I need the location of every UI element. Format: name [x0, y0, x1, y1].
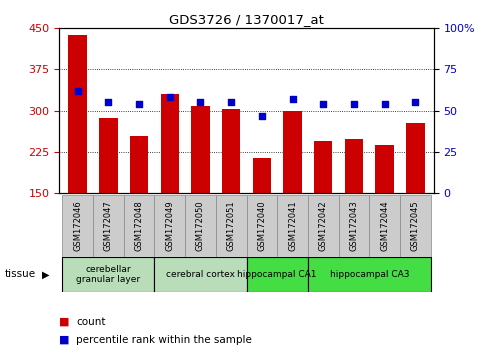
Text: cerebellar
granular layer: cerebellar granular layer	[76, 265, 141, 284]
Text: GSM172048: GSM172048	[135, 200, 143, 251]
Text: GSM172040: GSM172040	[257, 200, 266, 251]
Point	[166, 95, 174, 100]
Text: GSM172043: GSM172043	[350, 200, 358, 251]
Bar	[62, 257, 154, 292]
Bar	[161, 94, 179, 193]
Point	[105, 99, 112, 105]
Text: GSM172047: GSM172047	[104, 200, 113, 251]
Bar	[62, 195, 93, 257]
Point	[350, 101, 358, 107]
Bar	[252, 158, 271, 193]
Bar	[283, 111, 302, 193]
Text: percentile rank within the sample: percentile rank within the sample	[76, 335, 252, 345]
Bar	[246, 195, 277, 257]
Point	[258, 113, 266, 118]
Text: cerebral cortex: cerebral cortex	[166, 270, 235, 279]
Bar	[345, 139, 363, 193]
Point	[412, 99, 420, 105]
Text: GSM172041: GSM172041	[288, 200, 297, 251]
Text: GSM172045: GSM172045	[411, 200, 420, 251]
Bar	[130, 136, 148, 193]
Text: GSM172042: GSM172042	[319, 200, 328, 251]
Bar	[69, 35, 87, 193]
Text: GSM172049: GSM172049	[165, 200, 174, 251]
Bar	[222, 109, 241, 193]
Text: ■: ■	[59, 317, 70, 327]
Title: GDS3726 / 1370017_at: GDS3726 / 1370017_at	[169, 13, 324, 26]
Bar	[154, 195, 185, 257]
Text: hippocampal CA1: hippocampal CA1	[238, 270, 317, 279]
Point	[381, 101, 388, 107]
Text: GSM172046: GSM172046	[73, 200, 82, 251]
Bar	[185, 195, 216, 257]
Bar	[93, 195, 124, 257]
Bar	[406, 123, 424, 193]
Point	[319, 101, 327, 107]
Bar	[246, 257, 308, 292]
Bar	[400, 195, 431, 257]
Bar	[191, 106, 210, 193]
Text: ■: ■	[59, 335, 70, 345]
Point	[288, 96, 296, 102]
Text: count: count	[76, 317, 106, 327]
Point	[135, 101, 143, 107]
Bar	[376, 145, 394, 193]
Bar	[277, 195, 308, 257]
Text: hippocampal CA3: hippocampal CA3	[330, 270, 409, 279]
Bar	[124, 195, 154, 257]
Point	[197, 99, 205, 105]
Text: GSM172044: GSM172044	[380, 200, 389, 251]
Bar	[154, 257, 246, 292]
Text: GSM172051: GSM172051	[227, 200, 236, 251]
Text: ▶: ▶	[42, 269, 49, 279]
Bar	[314, 141, 332, 193]
Text: tissue: tissue	[5, 269, 36, 279]
Bar	[339, 195, 369, 257]
Bar	[308, 195, 339, 257]
Point	[73, 88, 81, 94]
Bar	[369, 195, 400, 257]
Text: GSM172050: GSM172050	[196, 200, 205, 251]
Bar	[99, 118, 117, 193]
Point	[227, 99, 235, 105]
Bar	[308, 257, 431, 292]
Bar	[216, 195, 246, 257]
